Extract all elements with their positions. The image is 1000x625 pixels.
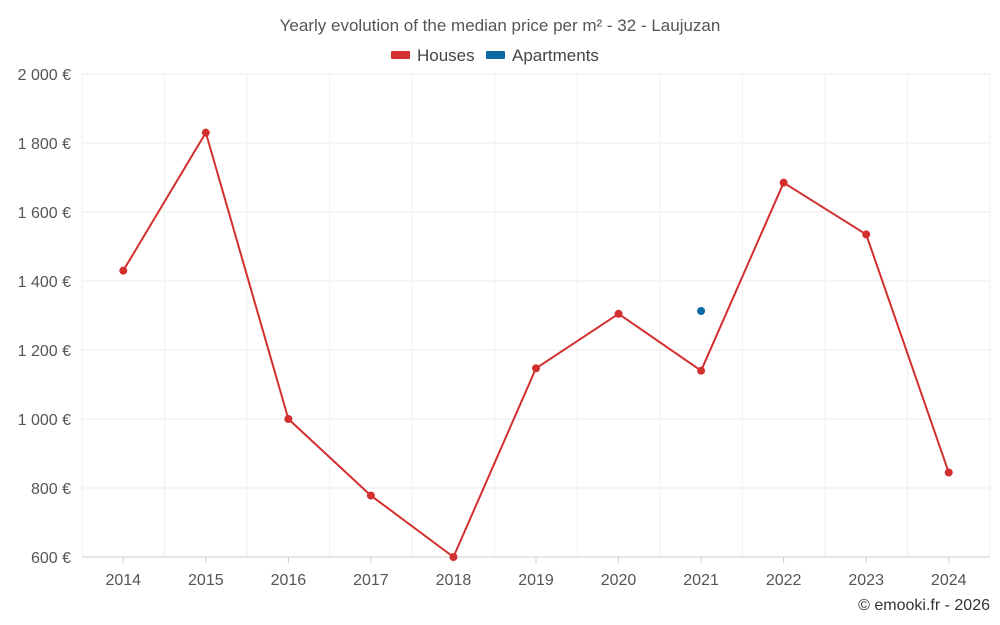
y-tick-label: 1 400 €: [18, 274, 71, 291]
legend-item-apartments[interactable]: Apartments: [486, 46, 599, 65]
legend: Houses Apartments: [391, 46, 599, 65]
x-tick-label: 2024: [931, 572, 967, 589]
data-point-houses[interactable]: [697, 366, 706, 375]
y-tick-label: 2 000 €: [18, 67, 71, 84]
legend-swatch-apartments: [486, 51, 505, 59]
y-tick-label: 1 600 €: [18, 205, 71, 222]
x-tick-label: 2018: [436, 572, 472, 589]
credit-text: © emooki.fr - 2026: [858, 597, 990, 614]
x-tick-label: 2023: [848, 572, 884, 589]
data-point-houses[interactable]: [614, 309, 623, 318]
data-point-houses[interactable]: [449, 553, 458, 561]
data-point-houses[interactable]: [366, 491, 375, 500]
y-tick-label: 600 €: [31, 550, 71, 567]
y-tick-label: 1 800 €: [18, 136, 71, 153]
data-point-houses[interactable]: [532, 364, 540, 373]
x-tick-label: 2020: [601, 572, 637, 589]
x-tick-label: 2015: [188, 572, 224, 589]
series: [119, 128, 953, 561]
chart-title: Yearly evolution of the median price per…: [280, 16, 721, 35]
y-tick-label: 1 000 €: [18, 412, 71, 429]
legend-label-houses: Houses: [417, 46, 475, 65]
x-tick-label: 2019: [518, 572, 554, 589]
x-tick-label: 2021: [683, 572, 719, 589]
x-tick-label: 2022: [766, 572, 802, 589]
data-point-houses[interactable]: [284, 415, 293, 423]
legend-swatch-houses: [391, 51, 410, 59]
legend-label-apartments: Apartments: [512, 46, 599, 65]
x-tick-label: 2017: [353, 572, 389, 589]
x-tick-label: 2014: [105, 572, 141, 589]
legend-item-houses[interactable]: Houses: [391, 46, 475, 65]
y-tick-label: 800 €: [31, 481, 71, 498]
grid: [81, 73, 991, 558]
data-point-houses[interactable]: [862, 230, 871, 239]
data-point-houses[interactable]: [119, 266, 128, 275]
data-point-houses[interactable]: [779, 178, 788, 187]
axes: 600 € 800 € 1 000 € 1 200 € 1 400 € 1 600 € 1 …: [18, 67, 990, 589]
y-tick-label: 1 200 €: [18, 343, 71, 360]
data-point-houses[interactable]: [944, 468, 953, 477]
x-tick-label: 2016: [271, 572, 307, 589]
data-point-apartments[interactable]: [697, 307, 706, 316]
data-point-houses[interactable]: [201, 128, 210, 137]
